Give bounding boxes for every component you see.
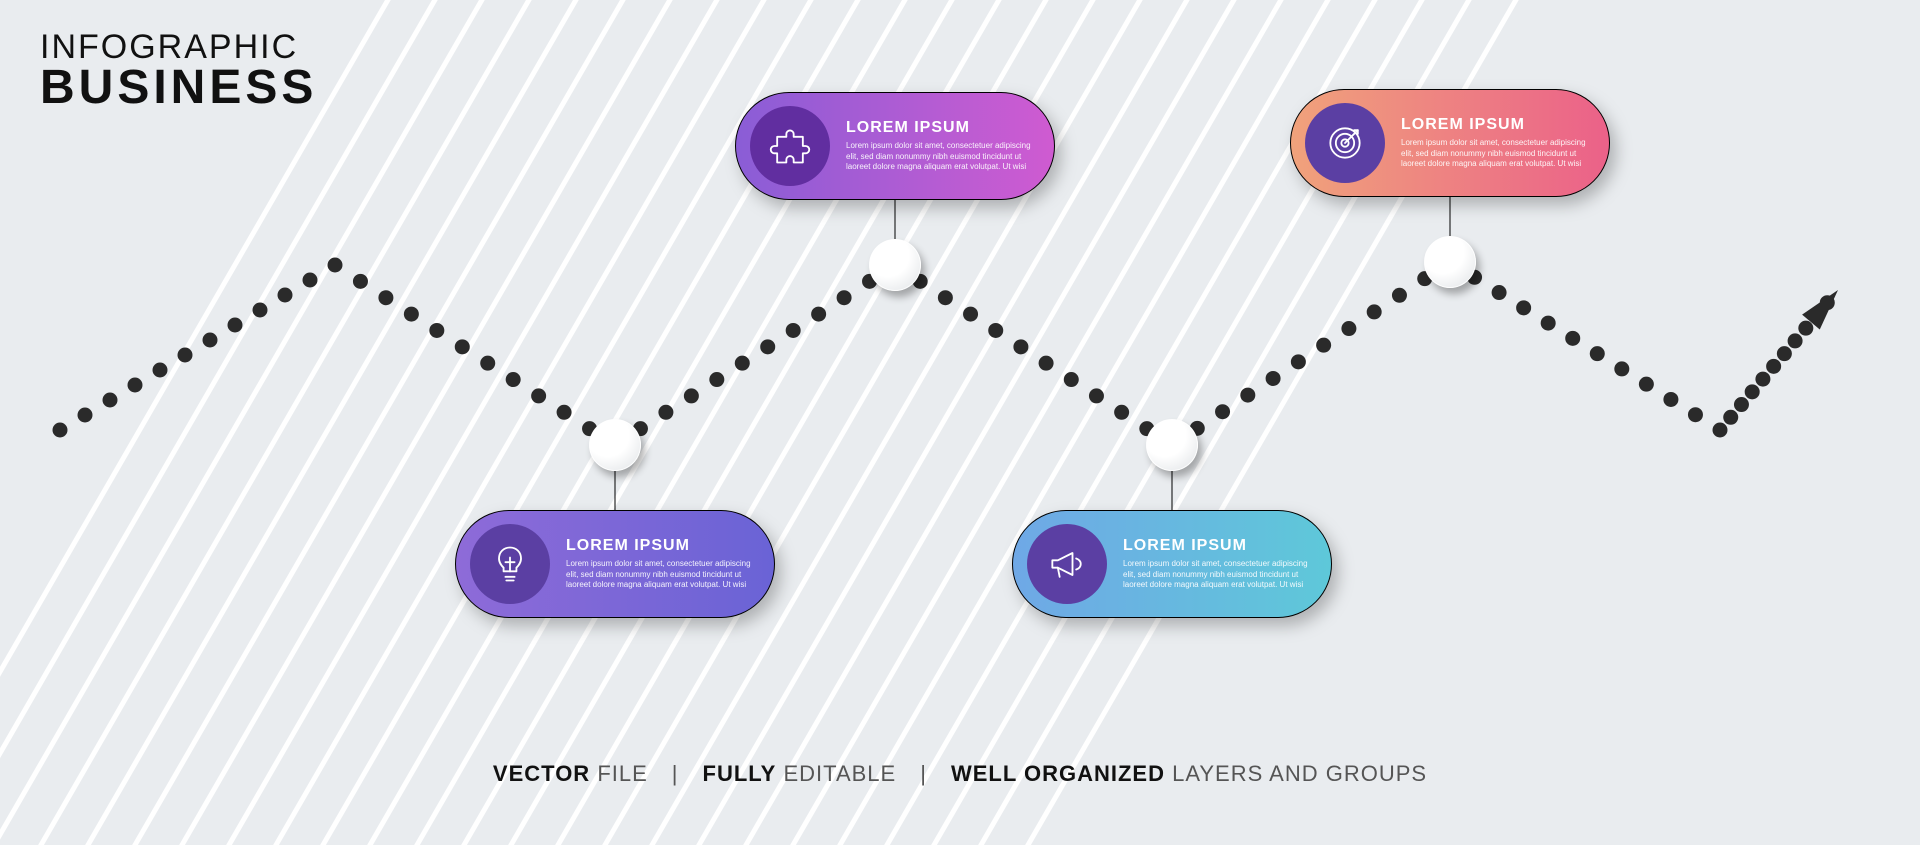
footer-text: VECTOR FILE | FULLY EDITABLE | WELL ORGANIZE…: [0, 761, 1920, 787]
footer-separator: |: [920, 761, 927, 787]
card-title: LOREM IPSUM: [1401, 116, 1596, 134]
footer-strong: VECTOR: [493, 761, 590, 786]
footer-strong: FULLY: [703, 761, 777, 786]
title-line2: BUSINESS: [40, 64, 317, 112]
card-title: LOREM IPSUM: [846, 119, 1041, 137]
bulb-icon: [470, 524, 550, 604]
card-1: LOREM IPSUM Lorem ipsum dolor sit amet, c…: [455, 510, 775, 618]
megaphone-icon: [1027, 524, 1107, 604]
card-body: Lorem ipsum dolor sit amet, consectetuer…: [1401, 138, 1596, 170]
card-body: Lorem ipsum dolor sit amet, consectetuer…: [1123, 559, 1318, 591]
title-block: INFOGRAPHIC BUSINESS: [40, 30, 317, 112]
footer-light: FILE: [590, 761, 648, 786]
target-icon: [1305, 103, 1385, 183]
card-4: LOREM IPSUM Lorem ipsum dolor sit amet, c…: [1290, 89, 1610, 197]
timeline-node: [869, 239, 921, 291]
infographic-stage: INFOGRAPHIC BUSINESS LOREM IPSUM Lorem ip…: [0, 0, 1920, 845]
timeline-node: [1424, 236, 1476, 288]
puzzle-icon: [750, 106, 830, 186]
footer-light: LAYERS AND GROUPS: [1165, 761, 1427, 786]
card-body: Lorem ipsum dolor sit amet, consectetuer…: [566, 559, 761, 591]
card-text: LOREM IPSUM Lorem ipsum dolor sit amet, c…: [1401, 116, 1596, 170]
card-title: LOREM IPSUM: [1123, 537, 1318, 555]
title-line1: INFOGRAPHIC: [40, 30, 317, 64]
card-text: LOREM IPSUM Lorem ipsum dolor sit amet, c…: [1123, 537, 1318, 591]
card-2: LOREM IPSUM Lorem ipsum dolor sit amet, c…: [735, 92, 1055, 200]
footer-strong: WELL ORGANIZED: [951, 761, 1165, 786]
card-3: LOREM IPSUM Lorem ipsum dolor sit amet, c…: [1012, 510, 1332, 618]
timeline-node: [589, 419, 641, 471]
card-text: LOREM IPSUM Lorem ipsum dolor sit amet, c…: [566, 537, 761, 591]
card-text: LOREM IPSUM Lorem ipsum dolor sit amet, c…: [846, 119, 1041, 173]
card-body: Lorem ipsum dolor sit amet, consectetuer…: [846, 141, 1041, 173]
footer-light: EDITABLE: [776, 761, 896, 786]
timeline-node: [1146, 419, 1198, 471]
footer-separator: |: [672, 761, 679, 787]
card-title: LOREM IPSUM: [566, 537, 761, 555]
